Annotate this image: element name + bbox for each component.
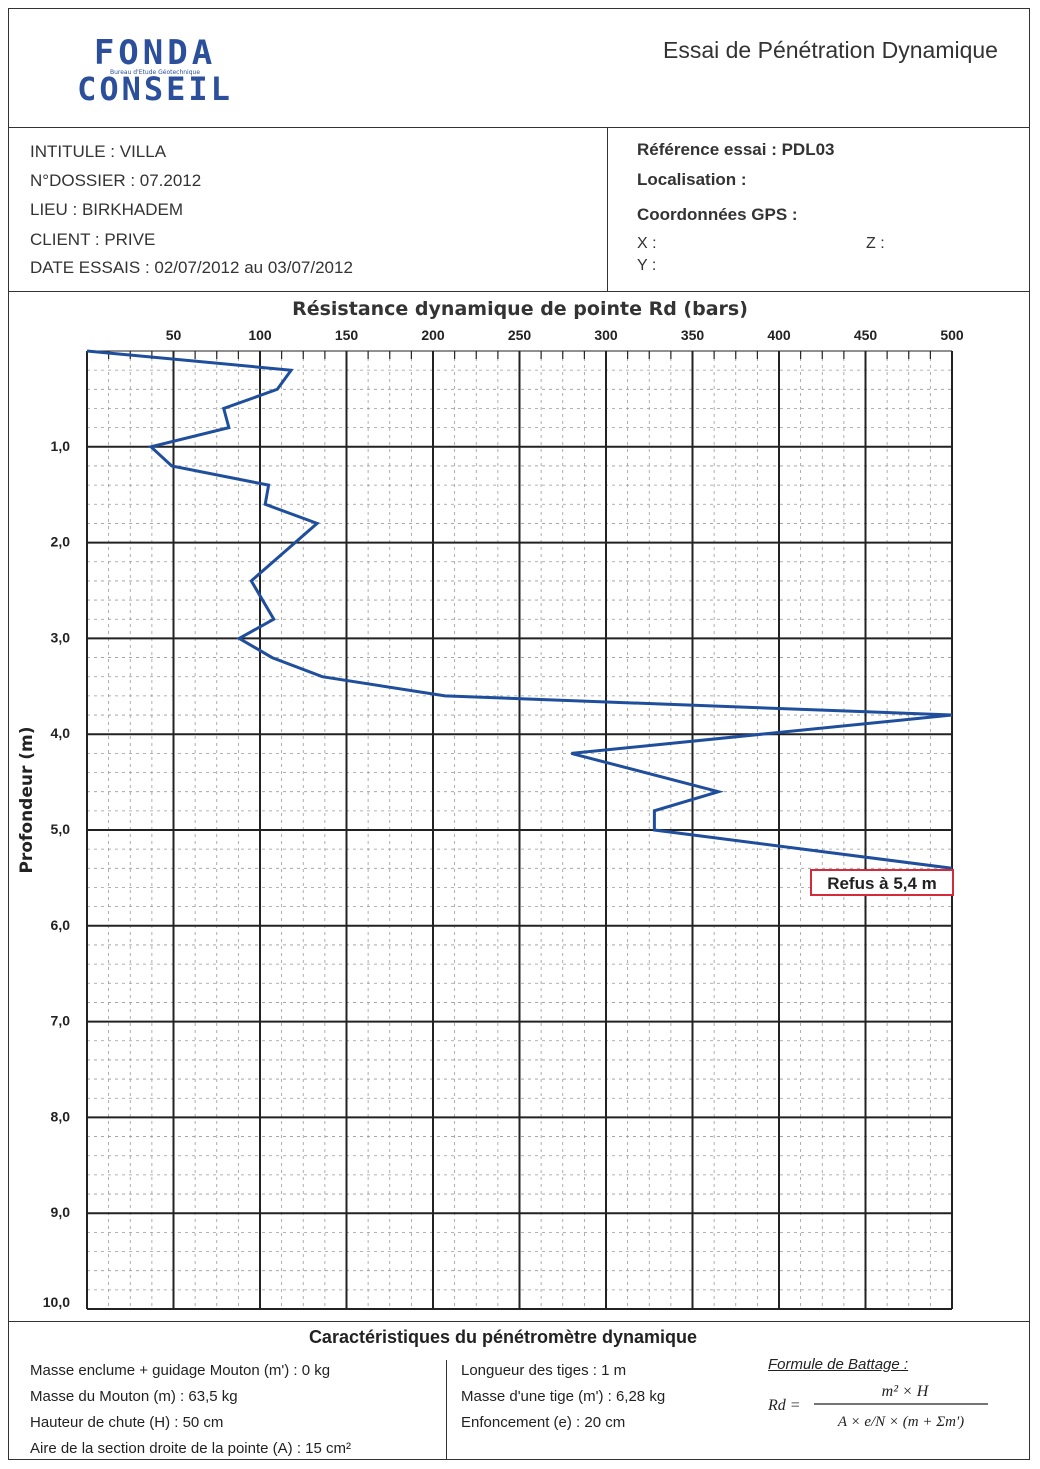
refusal-annotation-label: Refus à 5,4 m [827, 874, 937, 893]
y-tick-label: 1,0 [51, 438, 71, 454]
specs-divider [8, 1321, 1030, 1322]
rd-series-line [86, 349, 953, 870]
x-tick-label: 300 [594, 327, 618, 343]
x-tick-label: 100 [248, 327, 272, 343]
info-y: Y : [637, 257, 657, 274]
x-tick-label: 400 [767, 327, 791, 343]
y-tick-label: 6,0 [51, 917, 71, 933]
y-tick-label: 5,0 [51, 821, 71, 837]
spec-hauteur-chute: Hauteur de chute (H) : 50 cm [30, 1414, 224, 1431]
y-tick-label: 4,0 [51, 725, 71, 741]
y-tick-label: 2,0 [51, 534, 71, 550]
y-tick-label: 8,0 [51, 1108, 71, 1124]
x-tick-label: 500 [940, 327, 964, 343]
x-tick-label: 450 [854, 327, 878, 343]
info-z: Z : [866, 235, 885, 252]
specs-title: Caractéristiques du pénétromètre dynamiq… [308, 1327, 698, 1347]
y-tick-label: 9,0 [51, 1204, 71, 1220]
info-lieu: LIEU : BIRKHADEM [30, 200, 184, 219]
spec-masse-tige: Masse d'une tige (m') : 6,28 kg [461, 1388, 666, 1405]
formula-title: Formule de Battage : [768, 1356, 909, 1373]
info-localisation: Localisation : [637, 170, 747, 189]
info-client: CLIENT : PRIVE [30, 230, 156, 249]
svg-text:FONDA: FONDA [94, 36, 216, 73]
document-title: Essai de Pénétration Dynamique [663, 37, 998, 63]
spec-enfoncement: Enfoncement (e) : 20 cm [461, 1414, 626, 1431]
info-x: X : [637, 235, 657, 252]
info-date-essais: DATE ESSAIS : 02/07/2012 au 03/07/2012 [30, 258, 353, 277]
specs-column-divider [446, 1360, 447, 1460]
document-frame [8, 8, 1030, 1460]
y-tick-label: 3,0 [51, 629, 71, 645]
info-intitule: INTITULE : VILLA [30, 142, 167, 161]
battage-formula: Rd = m² × H A × e/N × (m + Σm') [767, 1383, 988, 1430]
chart-title: Résistance dynamique de pointe Rd (bars) [292, 298, 748, 320]
x-tick-label: 350 [681, 327, 705, 343]
x-tick-label: 50 [166, 327, 182, 343]
spec-masse-mouton: Masse du Mouton (m) : 63,5 kg [30, 1388, 238, 1405]
spec-aire-pointe: Aire de la section droite de la pointe (… [30, 1440, 351, 1457]
spec-longueur-tiges: Longueur des tiges : 1 m [461, 1362, 627, 1379]
x-tick-label: 150 [335, 327, 359, 343]
info-gps: Coordonnées GPS : [637, 205, 798, 224]
y-tick-label: 10,0 [43, 1294, 70, 1310]
formula-numerator: m² × H [882, 1383, 930, 1400]
info-dossier: N°DOSSIER : 07.2012 [30, 171, 202, 190]
x-tick-label: 250 [508, 327, 532, 343]
y-tick-label: 7,0 [51, 1013, 71, 1029]
y-axis-label: Profondeur (m) [17, 726, 37, 873]
svg-text:CONSEIL: CONSEIL [77, 70, 233, 104]
refusal-annotation-box [810, 869, 954, 896]
svg-text:Bureau d'Etude Géotechnique: Bureau d'Etude Géotechnique [110, 69, 200, 76]
info-divider [8, 291, 1030, 292]
spec-masse-enclume: Masse enclume + guidage Mouton (m') : 0 … [30, 1362, 331, 1379]
info-column-divider [607, 127, 608, 292]
formula-denominator: A × e/N × (m + Σm') [837, 1414, 964, 1430]
formula-lhs: Rd = [767, 1397, 801, 1414]
header-divider [8, 127, 1030, 128]
fonda-conseil-logo: FONDA Bureau d'Etude Géotechnique CONSEI… [77, 36, 233, 104]
info-reference: Référence essai : PDL03 [637, 140, 835, 159]
x-tick-label: 200 [421, 327, 445, 343]
